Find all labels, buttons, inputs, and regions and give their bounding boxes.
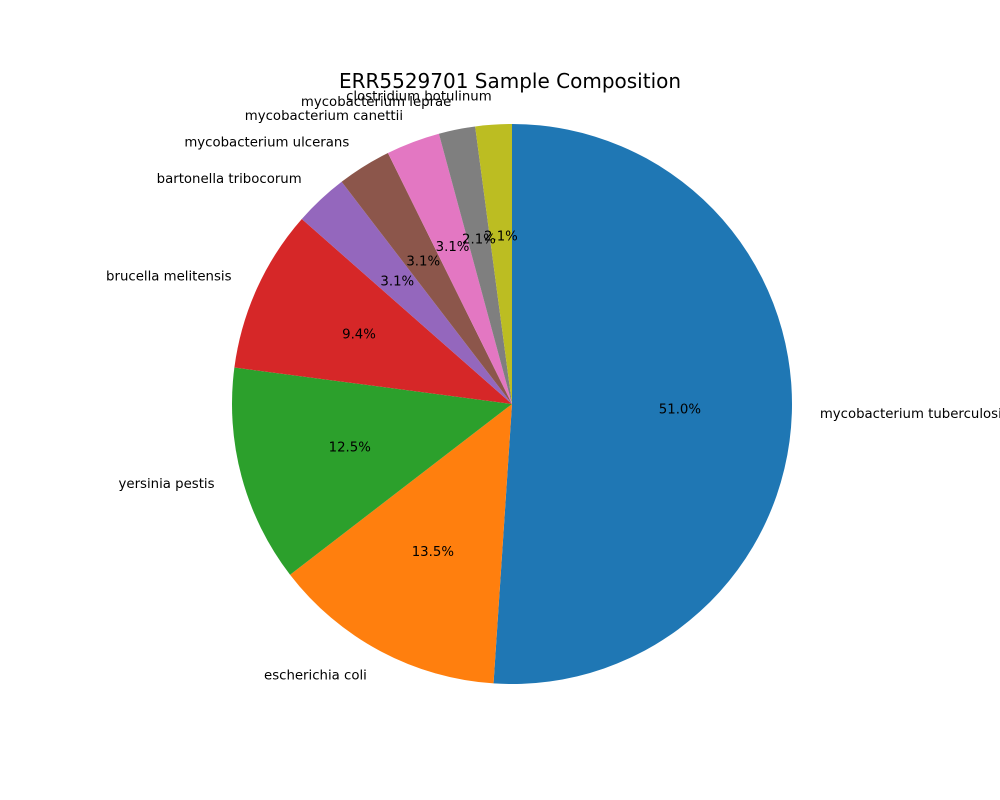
slice-percent-1: 13.5% (412, 545, 454, 560)
slice-label-1: escherichia coli (264, 669, 367, 684)
slice-percent-5: 3.1% (406, 254, 440, 269)
pie-slice-3 (234, 219, 512, 404)
slice-label-6: mycobacterium canettii (245, 109, 403, 124)
chart-title: ERR5529701 Sample Composition (339, 69, 681, 93)
pie-slices (231, 124, 792, 684)
pie-slice-5 (341, 152, 512, 404)
slice-label-5: mycobacterium ulcerans (184, 135, 349, 150)
slice-percent-3: 9.4% (342, 328, 376, 343)
slice-label-7: mycobacterium leprae (301, 95, 451, 110)
slice-percent-7: 2.1% (462, 232, 496, 247)
slice-percent-6: 3.1% (436, 240, 470, 255)
pie-slice-6 (387, 133, 512, 404)
slice-percent-2: 12.5% (329, 441, 371, 456)
slice-percent-4: 3.1% (380, 274, 414, 289)
pie-slice-4 (301, 181, 512, 404)
slice-label-8: clostridium botulinum (346, 90, 492, 105)
slice-label-3: brucella melitensis (106, 270, 232, 285)
pie-percentages: 51.0%13.5%12.5%9.4%3.1%3.1%3.1%2.1%2.1% (329, 229, 701, 560)
slice-label-2: yersinia pestis (119, 477, 215, 492)
slice-percent-8: 2.1% (484, 229, 518, 244)
pie-slice-2 (231, 367, 512, 575)
pie-slice-7 (438, 126, 512, 405)
pie-slice-1 (290, 404, 512, 684)
pie-slice-0 (493, 124, 792, 684)
slice-label-0: mycobacterium tuberculosis (820, 407, 1000, 422)
pie-slice-8 (475, 124, 512, 404)
slice-percent-0: 51.0% (659, 403, 701, 418)
pie-labels: mycobacterium tuberculosis escherichia co… (106, 90, 1000, 684)
slice-label-4: bartonella tribocorum (157, 172, 302, 187)
